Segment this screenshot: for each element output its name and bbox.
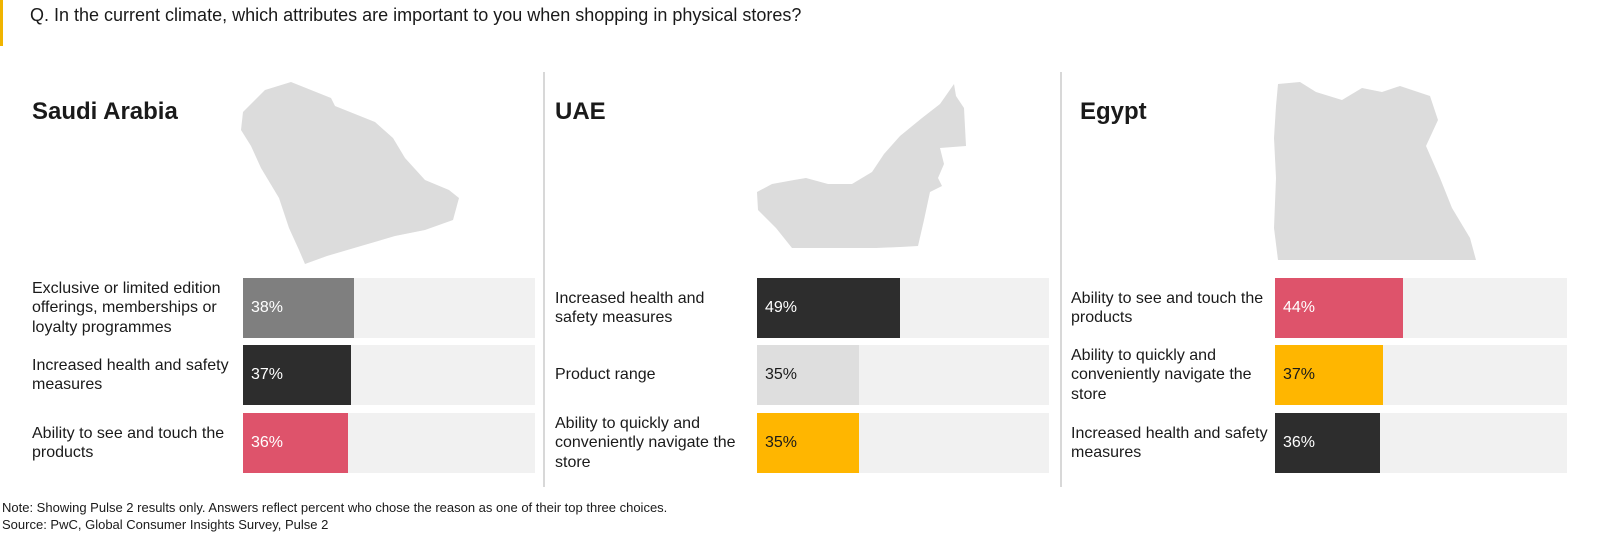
data-label: 35% (765, 434, 798, 451)
bar-health-safety: 49% (757, 278, 901, 338)
data-label: 49% (765, 299, 798, 316)
panel-divider (543, 72, 545, 487)
bar-product-range: 35% (757, 345, 860, 405)
row-label: Increased health and safety measures (1071, 424, 1268, 462)
uae-map-icon (757, 84, 966, 248)
bar-health-safety: 36% (1275, 413, 1381, 473)
data-label: 38% (251, 299, 284, 316)
data-label: 36% (251, 434, 284, 451)
data-label: 44% (1283, 299, 1316, 316)
bar-exclusive-offerings: 38% (243, 278, 354, 338)
egypt-map-icon (1274, 82, 1476, 260)
row-label: Increased health and safety measures (32, 356, 229, 394)
footnotes: Note: Showing Pulse 2 results only. Answ… (2, 499, 667, 533)
row-label: Product range (555, 366, 656, 384)
row-label: Increased health and safety measures (555, 289, 705, 327)
bar-health-safety: 37% (243, 345, 352, 405)
question-heading: Q. In the current climate, which attribu… (30, 5, 802, 25)
bar-track: 35% (757, 413, 1049, 473)
bar-see-touch: 36% (243, 413, 349, 473)
note-text: Note: Showing Pulse 2 results only. Answ… (2, 500, 668, 515)
data-label: 36% (1283, 434, 1316, 451)
panel-title-egypt: Egypt (1080, 98, 1147, 125)
row-label: Ability to quickly and conveniently navi… (1071, 346, 1252, 403)
data-label: 37% (1283, 366, 1316, 383)
bar-track: 35% (757, 345, 1049, 405)
row-label: Exclusive or limited edition offerings, … (32, 279, 221, 336)
saudi-arabia-map-icon (241, 82, 459, 264)
bar-track: 37% (1275, 345, 1567, 405)
bar-track: 36% (243, 413, 535, 473)
bar-navigate-store: 37% (1275, 345, 1384, 405)
bar-see-touch: 44% (1275, 278, 1404, 338)
source-text: Source: PwC, Global Consumer Insights Su… (2, 517, 329, 532)
bar-track: 37% (243, 345, 535, 405)
panel-title-saudi-arabia: Saudi Arabia (32, 98, 178, 125)
data-label: 37% (251, 366, 284, 383)
panel-title-uae: UAE (555, 98, 606, 125)
accent-bar (0, 0, 3, 46)
bar-track: 36% (1275, 413, 1567, 473)
panel-divider (1060, 72, 1062, 487)
row-label: Ability to see and touch the products (32, 424, 225, 462)
bar-track: 38% (243, 278, 535, 338)
data-label: 35% (765, 366, 798, 383)
bar-track: 44% (1275, 278, 1567, 338)
row-label: Ability to see and touch the products (1071, 289, 1264, 327)
bar-navigate-store: 35% (757, 413, 860, 473)
row-label: Ability to quickly and conveniently navi… (555, 414, 736, 471)
bar-track: 49% (757, 278, 1049, 338)
